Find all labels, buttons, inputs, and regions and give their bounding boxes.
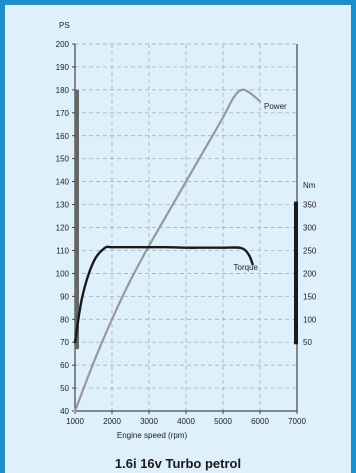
left-tick-label: 190 bbox=[56, 63, 70, 72]
x-tick-label: 2000 bbox=[103, 417, 121, 426]
left-tick-label: 60 bbox=[60, 361, 69, 370]
left-tick-label: 110 bbox=[56, 246, 69, 255]
chart-caption: 1.6i 16v Turbo petrol bbox=[114, 456, 242, 471]
x-axis-label: Engine speed (rpm) bbox=[117, 431, 188, 440]
right-tick-label: 300 bbox=[303, 224, 317, 233]
left-tick-label: 90 bbox=[60, 292, 69, 301]
x-tick-label: 7000 bbox=[288, 417, 306, 426]
right-tick-label: 50 bbox=[303, 338, 312, 347]
x-tick-label: 6000 bbox=[251, 417, 269, 426]
torque-label: Torque bbox=[234, 263, 259, 272]
left-tick-label: 100 bbox=[56, 269, 70, 278]
x-tick-label: 5000 bbox=[214, 417, 232, 426]
right-axis-unit: Nm bbox=[303, 181, 316, 190]
left-axis-unit: PS bbox=[59, 21, 70, 30]
left-axis: 40 50 60 70 80 90 100 110 120 130 140 150 160 170 180 1… bbox=[56, 40, 79, 416]
power-label: Power bbox=[264, 102, 287, 111]
right-axis: 50 100 150 200 250 300 350 bbox=[294, 44, 317, 411]
torque-line bbox=[73, 245, 254, 344]
right-tick-label: 250 bbox=[303, 246, 317, 255]
right-tick-label: 200 bbox=[303, 269, 317, 278]
left-tick-label: 50 bbox=[60, 384, 69, 393]
right-tick-label: 350 bbox=[303, 201, 317, 210]
left-tick-label: 200 bbox=[56, 40, 70, 49]
left-tick-label: 80 bbox=[60, 315, 69, 324]
left-tick-label: 40 bbox=[60, 407, 69, 416]
x-tick-label: 4000 bbox=[177, 417, 195, 426]
left-tick-label: 180 bbox=[56, 86, 70, 95]
bottom-axis: 1000 2000 3000 4000 5000 6000 7000 bbox=[66, 410, 306, 426]
left-tick-label: 140 bbox=[56, 178, 70, 187]
chart-panel: 40 50 60 70 80 90 100 110 120 130 140 150 160 170 180 1… bbox=[5, 5, 351, 473]
left-tick-label: 170 bbox=[56, 109, 70, 118]
right-tick-label: 150 bbox=[303, 292, 317, 301]
left-tick-label: 70 bbox=[60, 338, 69, 347]
power-line bbox=[73, 88, 262, 413]
right-tick-label: 100 bbox=[303, 315, 317, 324]
grid bbox=[75, 43, 298, 411]
left-tick-label: 130 bbox=[56, 201, 70, 210]
left-tick-label: 150 bbox=[56, 155, 70, 164]
left-tick-label: 160 bbox=[56, 132, 70, 141]
left-tick-label: 120 bbox=[56, 224, 70, 233]
x-tick-label: 3000 bbox=[140, 417, 158, 426]
x-tick-label: 1000 bbox=[66, 417, 84, 426]
engine-performance-chart: 40 50 60 70 80 90 100 110 120 130 140 150 160 170 180 1… bbox=[56, 21, 317, 440]
series-group: Power Torque bbox=[73, 88, 287, 413]
